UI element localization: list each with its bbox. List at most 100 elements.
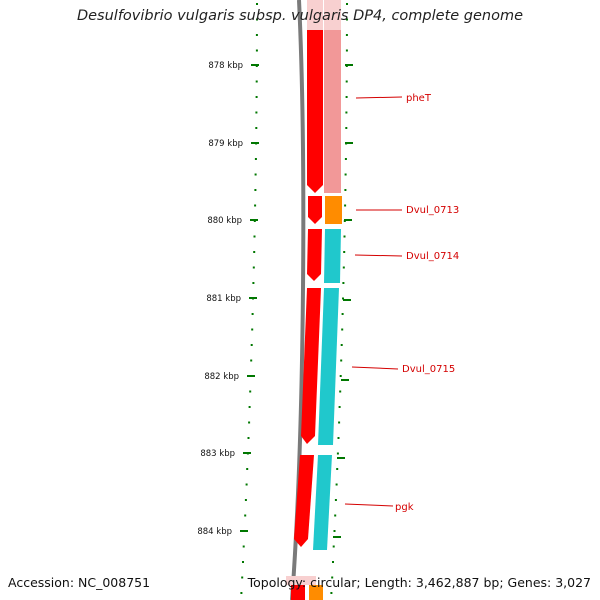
outer-scale-dot — [332, 561, 334, 563]
inner-scale-dot — [254, 158, 257, 160]
inner-scale-dot — [250, 344, 253, 346]
outer-scale-dot — [345, 49, 348, 52]
gene-track — [286, 0, 323, 600]
outer-scale-dot — [345, 80, 348, 83]
inner-scale-dot — [255, 80, 258, 83]
gene-label-Dvul_0713[interactable]: Dvul_0713 — [406, 205, 459, 216]
outer-scale-dot — [343, 235, 346, 238]
scale-tick-label: 880 kbp — [207, 216, 242, 226]
outer-scale-dot — [339, 375, 342, 377]
outer-scale-track — [330, 3, 348, 594]
scale-tick-label: 881 kbp — [206, 294, 241, 304]
outer-scale-dot — [331, 576, 334, 579]
outer-scale-dot — [343, 251, 346, 253]
outer-scale-dot — [339, 390, 342, 393]
outer-scale-dot — [336, 468, 339, 470]
outer-scale-dot — [345, 127, 348, 129]
inner-scale-dot — [241, 576, 244, 579]
outer-scale-dot — [336, 452, 339, 455]
inner-scale-dot — [248, 406, 251, 408]
gene-pheT-cog-segment — [324, 0, 341, 30]
outer-scale-dot — [334, 514, 337, 517]
outer-scale-dot — [338, 421, 341, 424]
outer-scale-dot — [345, 111, 348, 114]
scale-tick-label: 878 kbp — [208, 61, 243, 71]
gene-pgk-arrow — [294, 455, 314, 547]
outer-scale-dot — [338, 406, 341, 408]
cog-track-bottom — [309, 585, 323, 600]
inner-scale-dot — [252, 266, 255, 269]
outer-scale-dot — [345, 34, 348, 36]
inner-scale-dot — [244, 514, 247, 517]
inner-scale-dot — [240, 592, 243, 594]
outer-scale-dot — [342, 297, 344, 300]
outer-scale-dot — [340, 359, 343, 362]
inner-scale-dot — [244, 499, 247, 501]
outer-scale-dot — [346, 18, 348, 21]
gene-track-top — [307, 0, 323, 30]
scale-ticks: 878 kbp 879 kbp 880 kbp 881 kbp 882 kbp … — [197, 61, 259, 537]
inner-scale-dot — [254, 173, 257, 176]
map-title: Desulfovibrio vulgaris subsp. vulgaris D… — [76, 8, 524, 24]
inner-scale-dot — [250, 359, 253, 362]
inner-scale-dot — [256, 3, 258, 5]
inner-scale-dot — [245, 483, 248, 486]
outer-scale-dot — [340, 344, 343, 346]
accession-text: Accession: NC_008751 — [8, 575, 151, 590]
gene-pgk-cog-segment — [313, 455, 332, 550]
scale-tick-label: 879 kbp — [208, 139, 243, 149]
inner-scale-dot — [252, 282, 255, 284]
inner-scale-dot — [253, 251, 256, 253]
outer-scale-dot — [333, 530, 336, 532]
gene-Dvul_0714-arrow — [307, 229, 322, 281]
gene-track-bottom — [291, 585, 305, 600]
outer-scale-dot — [344, 158, 347, 160]
gene-label-leaders — [344, 96, 403, 507]
gene-Dvul_0714-cog-segment — [324, 229, 341, 283]
outer-scale-ticks — [333, 64, 353, 538]
gene-Dvul_0713-cog-segment — [325, 196, 342, 224]
outer-scale-dot — [330, 592, 333, 594]
scale-tick-label: 884 kbp — [197, 527, 232, 537]
outer-scale-dot — [345, 96, 348, 98]
outer-scale-dot — [342, 282, 345, 284]
inner-scale-dot — [253, 235, 256, 238]
gene-label-Dvul_0714[interactable]: Dvul_0714 — [406, 251, 459, 262]
outer-scale-dot — [344, 189, 347, 191]
gene-label-pgk[interactable]: pgk — [395, 502, 414, 513]
inner-scale-dot — [249, 390, 252, 393]
outer-scale-dot — [335, 483, 338, 486]
gene-Dvul_0715-arrow — [301, 288, 321, 444]
inner-scale-dot — [254, 204, 257, 207]
gene-pheT-cog-segment — [324, 30, 341, 193]
inner-scale-dot — [255, 49, 258, 52]
genome-summary-text: Topology: circular; Length: 3,462,887 bp… — [247, 575, 591, 590]
inner-scale-dot — [254, 189, 257, 191]
outer-scale-dot — [342, 266, 345, 269]
outer-scale-dot — [337, 437, 340, 439]
outer-scale-dot — [346, 3, 348, 5]
inner-scale-dot — [251, 328, 254, 331]
outer-scale-dot — [334, 499, 337, 501]
inner-scale-dot — [255, 111, 258, 114]
cog-track — [309, 0, 342, 600]
inner-scale-dot — [255, 127, 258, 129]
inner-scale-dot — [251, 313, 254, 315]
gene-label-pheT[interactable]: pheT — [406, 93, 432, 104]
outer-scale-dot — [344, 173, 347, 176]
gene-track-bottom-shade — [286, 576, 316, 585]
outer-scale-dot — [344, 204, 347, 207]
scale-tick-label: 883 kbp — [200, 449, 235, 459]
gene-label-Dvul_0715[interactable]: Dvul_0715 — [402, 364, 455, 375]
outer-scale-dot — [341, 313, 344, 315]
inner-scale-dot — [255, 34, 258, 36]
inner-scale-dot — [255, 96, 258, 98]
outer-scale-dot — [341, 328, 344, 331]
inner-scale-dot — [247, 437, 250, 439]
gene-Dvul_0713-arrow — [308, 196, 322, 224]
outer-scale-dot — [332, 545, 335, 548]
scale-tick-label: 882 kbp — [204, 372, 239, 382]
inner-scale-dot — [242, 545, 245, 548]
gene-Dvul_0715-cog-segment — [318, 288, 339, 445]
